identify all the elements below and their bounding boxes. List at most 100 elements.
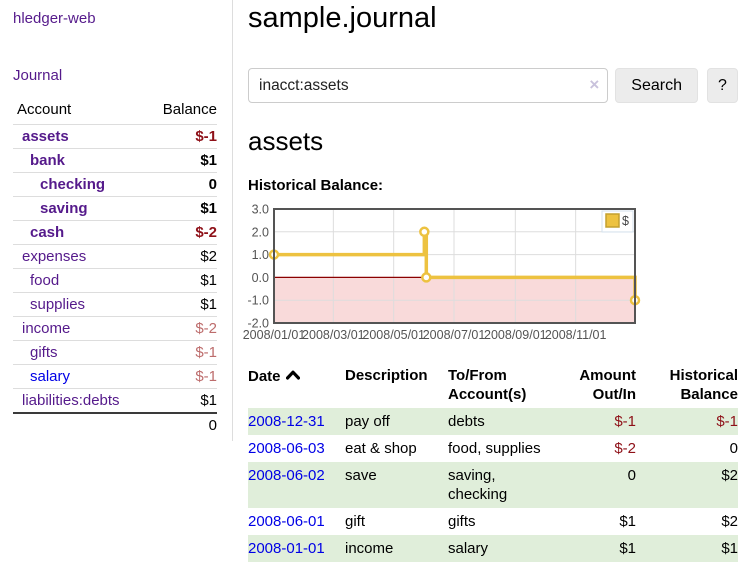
sidebar-account-link[interactable]: income — [22, 320, 70, 337]
account-balance: $1 — [145, 149, 217, 173]
register-date-cell: 2008-01-01 — [248, 535, 345, 562]
balance-chart-container: 3.02.01.00.0-1.0-2.02008/01/012008/03/01… — [248, 204, 738, 344]
account-row: cash $-2 — [13, 221, 217, 245]
account-row: bank $1 — [13, 149, 217, 173]
search-bar: × Search ? — [248, 68, 738, 103]
clear-search-icon[interactable]: × — [589, 75, 599, 95]
register-row: 2008-06-02 savesaving, checking0$2 — [248, 462, 738, 508]
balance-chart: 3.02.01.00.0-1.0-2.02008/01/012008/03/01… — [248, 204, 738, 344]
register-description-cell: gift — [345, 508, 448, 535]
account-row: assets $-1 — [13, 125, 217, 149]
sidebar: hledger-web Journal Account Balance asse… — [0, 0, 233, 441]
sidebar-account-link[interactable]: saving — [40, 200, 88, 217]
sidebar-account-link[interactable]: food — [30, 272, 59, 289]
accounts-header-row: Account Balance — [13, 98, 217, 125]
register-header-row: Date Description To/From Account(s) Amou… — [248, 364, 738, 408]
register-header-balance: Historical Balance — [636, 364, 738, 408]
help-button[interactable]: ? — [707, 68, 738, 103]
account-balance: $-1 — [145, 365, 217, 389]
account-balance: 0 — [145, 173, 217, 197]
account-row: saving$1 — [13, 197, 217, 221]
register-header-date[interactable]: Date — [248, 364, 345, 408]
transaction-date-link[interactable]: 2008-06-01 — [248, 513, 325, 530]
account-row: gifts $-1 — [13, 341, 217, 365]
sidebar-account-link[interactable]: supplies — [30, 296, 85, 313]
register-row: 2008-12-31pay offdebts$-1$-1 — [248, 408, 738, 435]
register-balance-cell: $-1 — [636, 408, 738, 435]
register-balance-cell: $2 — [636, 462, 738, 508]
register-row: 2008-01-01incomesalary$1$1 — [248, 535, 738, 562]
sidebar-item-journal[interactable]: Journal — [13, 67, 62, 84]
sidebar-account-link[interactable]: gifts — [30, 344, 58, 361]
register-header-description: Description — [345, 364, 448, 408]
account-row: supplies $1 — [13, 293, 217, 317]
app-title-link[interactable]: hledger-web — [13, 10, 96, 27]
account-balance: $-2 — [145, 221, 217, 245]
transaction-date-link[interactable]: 2008-01-01 — [248, 540, 325, 557]
register-header-account: To/From Account(s) — [448, 364, 552, 408]
account-row: checking 0 — [13, 173, 217, 197]
accounts-table: Account Balance assets $-1 bank $1 checking 0… — [13, 98, 217, 437]
legend-label: $ — [622, 214, 629, 228]
register-date-cell: 2008-06-03 — [248, 435, 345, 462]
accounts-header-balance: Balance — [145, 98, 217, 125]
register-amount-cell: $1 — [552, 508, 636, 535]
register-description-cell: save — [345, 462, 448, 508]
register-description-cell: pay off — [345, 408, 448, 435]
account-row: salary $-1 — [13, 365, 217, 389]
register-amount-cell: $-1 — [552, 408, 636, 435]
register-date-cell: 2008-06-01 — [248, 508, 345, 535]
register-balance-cell: $1 — [636, 535, 738, 562]
register-balance-cell: 0 — [636, 435, 738, 462]
legend-swatch — [606, 214, 619, 227]
sidebar-account-link[interactable]: assets — [22, 128, 69, 145]
register-row: 2008-06-01giftgifts$1$2 — [248, 508, 738, 535]
sidebar-account-link[interactable]: bank — [30, 152, 65, 169]
x-tick-label: 2008/01/01 — [243, 328, 306, 342]
sidebar-account-link[interactable]: expenses — [22, 248, 86, 265]
register-accounts-cell: saving, checking — [448, 462, 552, 508]
transaction-date-link[interactable]: 2008-06-02 — [248, 467, 325, 484]
account-balance: $1 — [145, 389, 217, 414]
register-header-amount: Amount Out/In — [552, 364, 636, 408]
register-accounts-cell: salary — [448, 535, 552, 562]
x-tick-label: 2008/11/01 — [545, 328, 607, 342]
sidebar-account-link[interactable]: checking — [40, 176, 105, 193]
account-row: food $1 — [13, 269, 217, 293]
account-balance: $1 — [145, 269, 217, 293]
sidebar-account-link[interactable]: cash — [30, 224, 64, 241]
account-page-title: assets — [248, 127, 738, 157]
account-balance: $1 — [145, 293, 217, 317]
accounts-total-row: 0 — [13, 413, 217, 437]
chart-heading: Historical Balance: — [248, 177, 738, 194]
x-tick-label: 2008/07/01 — [423, 328, 486, 342]
register-amount-cell: $1 — [552, 535, 636, 562]
account-row: expenses$2 — [13, 245, 217, 269]
search-input[interactable] — [248, 68, 608, 103]
sort-ascending-icon — [286, 366, 300, 385]
data-point-marker — [420, 228, 428, 236]
data-point-marker — [422, 274, 430, 282]
page-title: sample.journal — [248, 2, 738, 35]
register-date-cell: 2008-06-02 — [248, 462, 345, 508]
x-tick-label: 2008/09/01 — [484, 328, 547, 342]
account-balance: $-1 — [145, 341, 217, 365]
main-content: sample.journal × Search ? assets Histori… — [248, 0, 738, 562]
account-balance: $-2 — [145, 317, 217, 341]
search-button[interactable]: Search — [615, 68, 698, 103]
register-amount-cell: 0 — [552, 462, 636, 508]
register-description-cell: eat & shop — [345, 435, 448, 462]
register-amount-cell: $-2 — [552, 435, 636, 462]
y-tick-label: 0.0 — [252, 271, 269, 285]
register-date-cell: 2008-12-31 — [248, 408, 345, 435]
register-description-cell: income — [345, 535, 448, 562]
sidebar-account-link[interactable]: salary — [30, 368, 70, 385]
transaction-date-link[interactable]: 2008-12-31 — [248, 413, 325, 430]
sidebar-account-link[interactable]: liabilities:debts — [22, 392, 120, 409]
accounts-header-account: Account — [13, 98, 145, 125]
transaction-date-link[interactable]: 2008-06-03 — [248, 440, 325, 457]
y-tick-label: 3.0 — [252, 203, 269, 217]
register-accounts-cell: gifts — [448, 508, 552, 535]
account-balance: $-1 — [145, 125, 217, 149]
y-tick-label: 1.0 — [252, 248, 269, 262]
